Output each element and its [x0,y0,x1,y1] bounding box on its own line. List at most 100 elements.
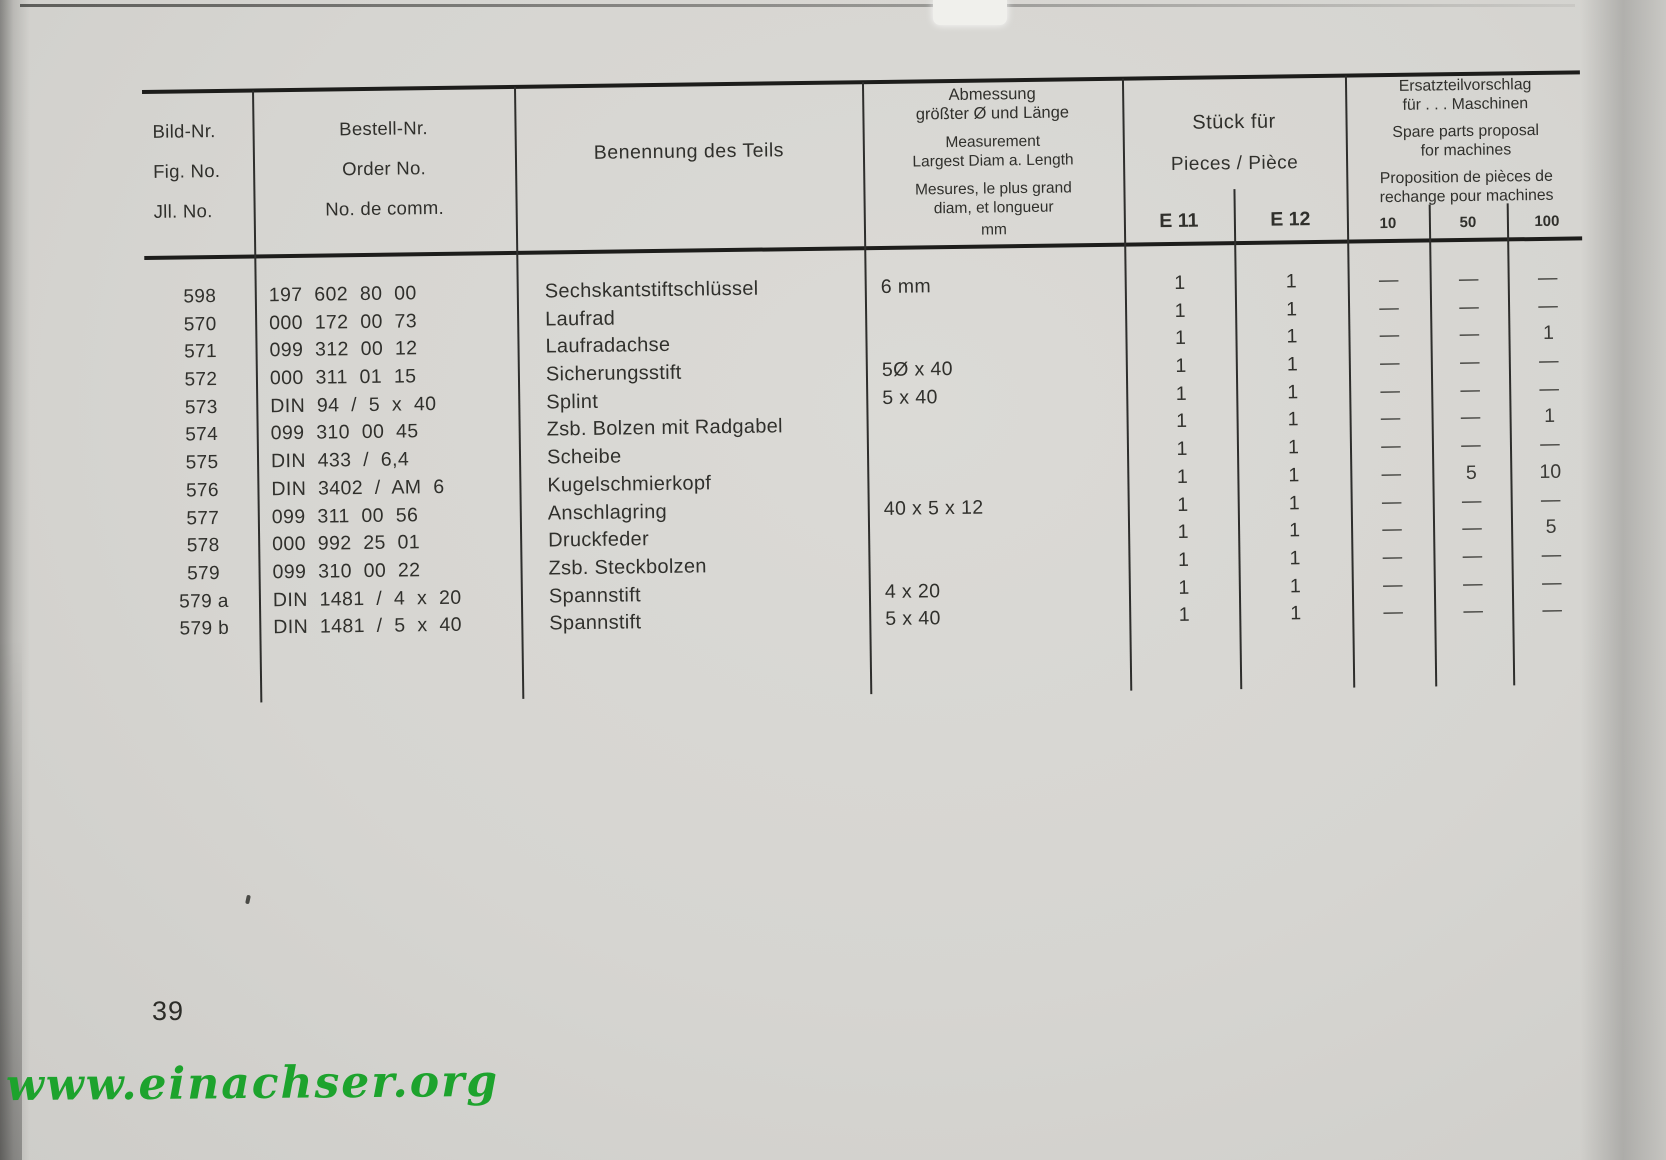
cell-fig: 572 [184,369,218,391]
paper-speck [245,894,251,905]
cell-p100: — [1540,432,1560,456]
cell-e12: 1 [1288,491,1300,514]
cell-p10: — [1381,462,1402,485]
cell-e11: 1 [1176,465,1188,488]
cell-p100: 10 [1539,460,1562,483]
cell-p50: — [1459,350,1480,374]
cell-e12: 1 [1287,381,1299,404]
header-line: Fig. No. [152,159,221,182]
cell-e11: 1 [1174,271,1186,294]
cell-e11: 1 [1176,410,1188,433]
cell-p50: — [1463,600,1484,623]
cell-p100: — [1539,377,1560,400]
cell-p100: — [1542,598,1563,622]
table-body: 598 197 602 80 00 Sechskantstiftschlüssel 6… [145,264,1593,644]
cell-order: DIN 94 / 5 x 40 [270,392,437,418]
header-line: rechange pour machines [1379,186,1554,207]
cell-e11: 1 [1174,327,1187,350]
cell-p50: — [1459,295,1479,318]
cell-p50: — [1461,489,1482,512]
cell-meas [868,520,1128,551]
cell-order: 099 311 00 56 [271,503,419,528]
header-col-10: 10 [1379,214,1397,233]
header-line: diam, et longueur [933,198,1054,218]
cell-p100: — [1537,266,1558,290]
cell-e11: 1 [1175,382,1187,405]
cell-p50: 5 [1465,461,1477,484]
header-line: Jll. No. [153,200,213,222]
cell-meas [865,326,1125,357]
header-line: Stück für [1192,110,1276,134]
cell-fig: 573 [184,396,218,419]
cell-e11: 1 [1176,437,1188,461]
cell-fig: 579 b [179,618,230,640]
cell-p10: — [1379,351,1400,375]
header-col-100: 100 [1534,212,1560,231]
page-number: 39 [152,996,185,1026]
cell-order: 099 310 00 22 [272,559,421,584]
header-col-50: 50 [1459,213,1477,232]
cell-p50: — [1461,433,1481,457]
cell-fig: 598 [183,286,217,308]
cell-fig: 571 [183,341,218,363]
cell-e12: 1 [1289,519,1301,542]
cell-order: 000 311 01 15 [269,365,417,390]
cell-e11: 1 [1178,576,1190,599]
cell-p10: — [1382,518,1402,541]
cell-fig: 570 [183,313,217,336]
cell-p50: — [1462,544,1483,567]
header-line: für . . . Maschinen [1402,95,1529,114]
cell-name: Spannstift [549,611,642,635]
cell-e11: 1 [1177,548,1190,571]
cell-p100: — [1541,543,1562,566]
cell-p100: 1 [1543,405,1556,428]
cell-p50: — [1459,323,1480,346]
cell-fig: 579 [186,562,221,585]
cell-meas [867,437,1127,468]
scan-left-bottom-shadow [0,638,22,1160]
header-col-e12: E 12 [1270,208,1311,231]
cell-e11: 1 [1178,604,1190,627]
header-proposal-quantities: 10 50 100 [1347,212,1587,232]
cell-p100: 5 [1545,515,1557,539]
cell-p10: — [1383,601,1404,624]
cell-e12: 1 [1286,325,1298,348]
cell-p10: — [1379,324,1400,347]
cell-p10: — [1378,268,1399,292]
cell-p100: — [1538,294,1558,317]
cell-p10: — [1381,435,1401,458]
cell-e12: 1 [1287,408,1299,431]
scan-white-patch [933,0,1007,25]
cell-p10: — [1382,545,1403,569]
cell-p10: — [1380,379,1401,402]
header-order-no: Bestell-Nr. Order No. No. de comm. [252,107,516,231]
cell-p10: — [1380,407,1401,430]
cell-meas [865,298,1125,329]
cell-fig: 574 [185,424,219,446]
scan-left-edge-shadow [0,0,30,1160]
cell-p10: — [1382,573,1403,596]
cell-e11: 1 [1174,299,1186,322]
header-line: Bild-Nr. [152,120,216,142]
header-spare-parts-proposal: Ersatzteilvorschlag für . . . Maschinen … [1345,74,1587,207]
cell-p100: — [1538,349,1559,373]
cell-p50: — [1460,378,1481,401]
cell-p100: — [1541,571,1562,594]
cell-order: 099 312 00 12 [269,337,418,362]
header-line: Pieces / Pièce [1170,152,1299,175]
cell-meas: 4 x 20 [884,579,941,603]
header-line: No. de comm. [325,196,445,220]
header-fig-no: Bild-Nr. Fig. No. Jll. No. [146,110,258,231]
cell-fig: 575 [185,452,219,474]
cell-fig: 578 [186,535,220,557]
cell-fig: 579 a [179,590,229,613]
cell-e11: 1 [1175,354,1187,378]
cell-order: 000 992 25 01 [272,531,421,556]
cell-e12: 1 [1287,436,1300,459]
cell-p50: — [1462,572,1483,595]
cell-p10: — [1379,296,1399,319]
header-line: Bestell-Nr. [339,117,428,140]
cell-p50: — [1460,406,1481,429]
header-col-e11: E 11 [1159,209,1199,233]
